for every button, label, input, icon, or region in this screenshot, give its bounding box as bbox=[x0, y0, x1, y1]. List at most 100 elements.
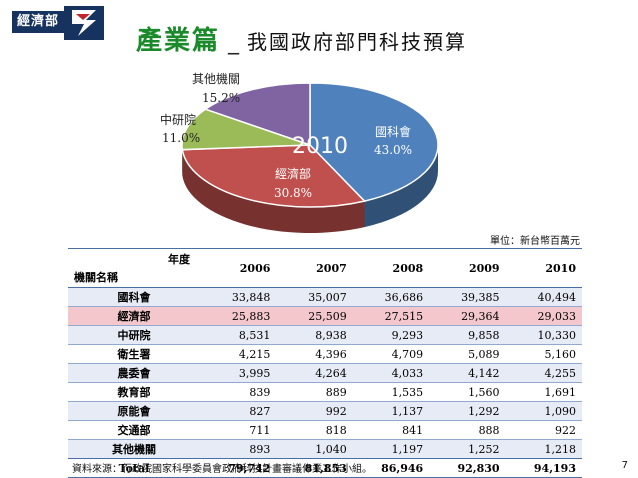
value-cell: 818 bbox=[276, 420, 353, 440]
pie-center-year-label: 2010 bbox=[292, 134, 348, 159]
value-cell: 10,330 bbox=[505, 325, 582, 345]
page-number: 7 bbox=[621, 460, 628, 471]
value-cell: 922 bbox=[505, 420, 582, 440]
table-row: 其他機關 893 1,040 1,197 1,252 1,218 bbox=[68, 439, 582, 459]
value-cell: 711 bbox=[200, 420, 277, 440]
value-cell: 9,293 bbox=[352, 325, 430, 345]
value-cell: 3,995 bbox=[200, 363, 277, 383]
corner-header: 年度 機關名稱 bbox=[68, 248, 200, 288]
agency-name-cell: 衛生署 bbox=[68, 344, 200, 364]
value-cell: 4,264 bbox=[276, 363, 353, 383]
value-cell: 1,292 bbox=[429, 401, 506, 421]
value-cell: 5,089 bbox=[429, 344, 506, 364]
pie-slice bbox=[181, 108, 311, 151]
value-cell: 1,197 bbox=[352, 439, 430, 459]
budget-table: 年度 機關名稱 2006 2007 2008 2009 2010 國科會 33,8… bbox=[68, 248, 582, 478]
year-column-header: 2010 bbox=[505, 248, 582, 288]
source-note: 資料來源：行政院國家科學委員會政府科技計畫審議作業工作小組。 bbox=[72, 464, 372, 475]
table-row: 原能會 827 992 1,137 1,292 1,090 bbox=[68, 401, 582, 421]
year-column-header: 2009 bbox=[429, 248, 506, 288]
agency-name-cell: 其他機關 bbox=[68, 439, 200, 459]
value-cell: 4,033 bbox=[352, 363, 430, 383]
value-cell: 1,560 bbox=[429, 382, 506, 402]
table-row: 農委會 3,995 4,264 4,033 4,142 4,255 bbox=[68, 363, 582, 383]
total-row: Total 79,742 81,853 86,946 92,830 94,193 bbox=[68, 458, 582, 478]
table-row: 教育部 839 889 1,535 1,560 1,691 bbox=[68, 382, 582, 402]
pie-slice bbox=[203, 82, 311, 147]
total-value-cell: 79,742 bbox=[200, 458, 277, 478]
agency-name-cell: 農委會 bbox=[68, 363, 200, 383]
value-cell: 29,033 bbox=[505, 306, 582, 326]
pie-slice-percent-label: 15.2% bbox=[202, 91, 240, 105]
value-cell: 992 bbox=[276, 401, 353, 421]
unit-label: 單位：新台幣百萬元 bbox=[490, 236, 580, 247]
agency-name-cell: 國科會 bbox=[68, 287, 200, 307]
pie-slice-percent-label: 11.0% bbox=[162, 131, 200, 145]
agency-name-cell: 經濟部 bbox=[68, 306, 200, 326]
value-cell: 27,515 bbox=[352, 306, 430, 326]
table-header-row: 年度 機關名稱 2006 2007 2008 2009 2010 bbox=[68, 248, 582, 288]
value-cell: 25,883 bbox=[200, 306, 277, 326]
value-cell: 39,385 bbox=[429, 287, 506, 307]
table-row: 交通部 711 818 841 888 922 bbox=[68, 420, 582, 440]
value-cell: 5,160 bbox=[505, 344, 582, 364]
value-cell: 841 bbox=[352, 420, 430, 440]
agency-header: 機關名稱 bbox=[74, 271, 118, 284]
total-value-cell: 94,193 bbox=[505, 458, 582, 478]
year-column-header: 2006 bbox=[200, 248, 277, 288]
logo-emblem-icon bbox=[64, 6, 104, 40]
table-row: 國科會 33,848 35,007 36,686 39,385 40,494 bbox=[68, 287, 582, 307]
slide-title: 產業篇 _ 我國政府部門科技預算 bbox=[136, 20, 467, 56]
value-cell: 4,142 bbox=[429, 363, 506, 383]
value-cell: 1,252 bbox=[429, 439, 506, 459]
pie-slice-name-label: 經濟部 bbox=[275, 166, 311, 181]
value-cell: 4,215 bbox=[200, 344, 277, 364]
agency-name-cell: 原能會 bbox=[68, 401, 200, 421]
agency-name-cell: 中研院 bbox=[68, 325, 200, 345]
value-cell: 1,090 bbox=[505, 401, 582, 421]
pie-slice-percent-label: 30.8% bbox=[274, 186, 312, 200]
value-cell: 888 bbox=[429, 420, 506, 440]
year-header: 年度 bbox=[168, 253, 190, 266]
value-cell: 827 bbox=[200, 401, 277, 421]
table-row: 中研院 8,531 8,938 9,293 9,858 10,330 bbox=[68, 325, 582, 345]
value-cell: 1,137 bbox=[352, 401, 430, 421]
value-cell: 4,255 bbox=[505, 363, 582, 383]
pie-slice bbox=[309, 82, 439, 202]
pie-slice-side bbox=[182, 149, 365, 233]
table-row: 衛生署 4,215 4,396 4,709 5,089 5,160 bbox=[68, 344, 582, 364]
year-column-header: 2008 bbox=[352, 248, 430, 288]
value-cell: 1,691 bbox=[505, 382, 582, 402]
value-cell: 4,709 bbox=[352, 344, 430, 364]
value-cell: 8,531 bbox=[200, 325, 277, 345]
value-cell: 893 bbox=[200, 439, 277, 459]
year-column-header: 2007 bbox=[276, 248, 353, 288]
agency-name-cell: 交通部 bbox=[68, 420, 200, 440]
value-cell: 1,218 bbox=[505, 439, 582, 459]
total-value-cell: 81,853 bbox=[276, 458, 353, 478]
ministry-logo: 經濟部 bbox=[0, 0, 112, 44]
total-label: Total bbox=[68, 458, 200, 478]
title-main: 產業篇 bbox=[136, 26, 221, 56]
agency-name-cell: 教育部 bbox=[68, 382, 200, 402]
value-cell: 839 bbox=[200, 382, 277, 402]
value-cell: 40,494 bbox=[505, 287, 582, 307]
pie-slice-side bbox=[364, 145, 438, 228]
value-cell: 33,848 bbox=[200, 287, 277, 307]
value-cell: 29,364 bbox=[429, 306, 506, 326]
pie-slice-name-label: 其他機關 bbox=[192, 71, 240, 86]
title-separator: _ bbox=[228, 30, 240, 55]
pie-slice bbox=[181, 144, 366, 208]
value-cell: 1,535 bbox=[352, 382, 430, 402]
total-value-cell: 92,830 bbox=[429, 458, 506, 478]
budget-pie-chart: 2010 國科會 43.0% 經濟部 30.8% 中研院 11.0% 其他機關 15.2% bbox=[160, 71, 439, 233]
total-value-cell: 86,946 bbox=[352, 458, 430, 478]
logo-text: 經濟部 bbox=[12, 11, 64, 33]
value-cell: 36,686 bbox=[352, 287, 430, 307]
title-subtitle: 我國政府部門科技預算 bbox=[247, 30, 468, 54]
pie-slice-percent-label: 43.0% bbox=[374, 143, 412, 157]
value-cell: 8,938 bbox=[276, 325, 353, 345]
value-cell: 25,509 bbox=[276, 306, 353, 326]
value-cell: 1,040 bbox=[276, 439, 353, 459]
pie-slice-name-label: 中研院 bbox=[160, 112, 196, 127]
